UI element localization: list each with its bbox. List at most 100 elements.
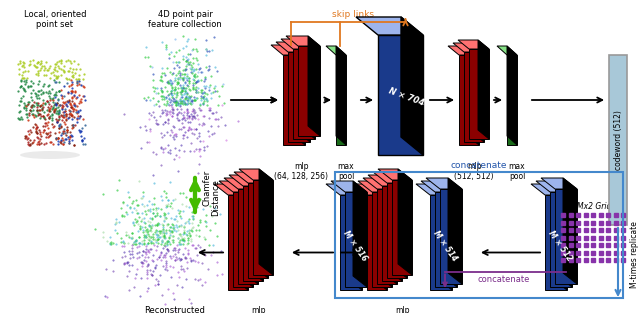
Polygon shape xyxy=(387,183,407,278)
Polygon shape xyxy=(224,178,258,189)
Polygon shape xyxy=(239,181,253,287)
Polygon shape xyxy=(293,45,305,145)
Polygon shape xyxy=(453,43,484,52)
Polygon shape xyxy=(464,52,484,142)
Polygon shape xyxy=(244,178,258,284)
Polygon shape xyxy=(558,181,572,287)
Polygon shape xyxy=(348,184,362,290)
Polygon shape xyxy=(545,195,567,290)
Polygon shape xyxy=(234,172,268,183)
Polygon shape xyxy=(378,35,423,155)
Polygon shape xyxy=(555,189,577,284)
Polygon shape xyxy=(219,181,253,192)
Polygon shape xyxy=(254,172,268,278)
Polygon shape xyxy=(443,181,457,287)
Polygon shape xyxy=(473,43,484,142)
Polygon shape xyxy=(448,178,462,284)
Text: M × 512: M × 512 xyxy=(547,228,574,262)
Polygon shape xyxy=(214,184,248,195)
Polygon shape xyxy=(340,195,362,290)
Text: skip links: skip links xyxy=(332,10,374,19)
Polygon shape xyxy=(448,46,479,55)
Text: M × 514: M × 514 xyxy=(431,228,459,262)
Polygon shape xyxy=(531,184,567,195)
Polygon shape xyxy=(550,192,572,287)
Polygon shape xyxy=(286,36,320,46)
Polygon shape xyxy=(383,178,397,284)
Polygon shape xyxy=(392,180,412,275)
Ellipse shape xyxy=(20,151,80,159)
Text: mlp
(512, 512): mlp (512, 512) xyxy=(454,162,493,182)
Text: Distance: Distance xyxy=(211,179,220,216)
Polygon shape xyxy=(367,195,387,290)
Text: concatenate: concatenate xyxy=(451,161,508,170)
Polygon shape xyxy=(368,175,402,186)
Polygon shape xyxy=(478,40,489,139)
Text: max
pool: max pool xyxy=(509,162,525,182)
Polygon shape xyxy=(440,189,462,284)
Polygon shape xyxy=(233,192,253,287)
Polygon shape xyxy=(234,184,248,290)
Polygon shape xyxy=(358,181,392,192)
Polygon shape xyxy=(372,192,392,287)
Polygon shape xyxy=(228,195,248,290)
Polygon shape xyxy=(303,39,315,139)
Text: max
pool: max pool xyxy=(338,162,355,182)
Polygon shape xyxy=(430,195,452,290)
Polygon shape xyxy=(373,184,387,290)
Polygon shape xyxy=(248,183,268,278)
Polygon shape xyxy=(308,36,320,136)
Polygon shape xyxy=(438,184,452,290)
Polygon shape xyxy=(378,181,392,287)
Polygon shape xyxy=(401,17,423,155)
Polygon shape xyxy=(373,172,407,183)
Polygon shape xyxy=(416,184,452,195)
Polygon shape xyxy=(363,178,397,189)
Text: mlp
(64, 128, 256): mlp (64, 128, 256) xyxy=(275,162,328,182)
Polygon shape xyxy=(388,175,402,281)
Text: M-times replicate: M-times replicate xyxy=(630,222,639,289)
Polygon shape xyxy=(281,39,315,49)
Polygon shape xyxy=(541,178,577,189)
Polygon shape xyxy=(393,172,407,278)
Text: 4D point pair
feature collection: 4D point pair feature collection xyxy=(148,10,222,29)
Text: M × 516: M × 516 xyxy=(342,228,369,262)
Polygon shape xyxy=(326,184,362,195)
Polygon shape xyxy=(336,55,346,145)
Polygon shape xyxy=(293,49,315,139)
Polygon shape xyxy=(382,186,402,281)
Polygon shape xyxy=(249,175,263,281)
Polygon shape xyxy=(497,46,517,55)
Polygon shape xyxy=(426,178,462,189)
Text: Local, oriented
point set: Local, oriented point set xyxy=(24,10,86,29)
Polygon shape xyxy=(345,192,367,287)
FancyBboxPatch shape xyxy=(609,55,627,225)
Polygon shape xyxy=(356,17,423,35)
Polygon shape xyxy=(469,49,489,139)
Polygon shape xyxy=(458,40,489,49)
Text: Mx2 Grid: Mx2 Grid xyxy=(577,202,611,211)
Polygon shape xyxy=(238,189,258,284)
Polygon shape xyxy=(421,181,457,192)
Text: concatenate: concatenate xyxy=(478,275,530,284)
Polygon shape xyxy=(536,181,572,192)
Polygon shape xyxy=(283,55,305,145)
Polygon shape xyxy=(563,178,577,284)
Polygon shape xyxy=(507,46,517,145)
Polygon shape xyxy=(243,186,263,281)
Polygon shape xyxy=(331,181,367,192)
Text: mlp
(256, 128, 64, 32, 4): mlp (256, 128, 64, 32, 4) xyxy=(363,306,441,313)
Polygon shape xyxy=(276,42,310,52)
Polygon shape xyxy=(398,169,412,275)
Polygon shape xyxy=(326,46,346,55)
Polygon shape xyxy=(459,55,479,145)
Polygon shape xyxy=(229,175,263,186)
Text: Chamfer: Chamfer xyxy=(203,169,212,206)
Polygon shape xyxy=(353,184,387,195)
Polygon shape xyxy=(271,45,305,55)
Polygon shape xyxy=(378,169,412,180)
Polygon shape xyxy=(253,180,273,275)
Polygon shape xyxy=(377,189,397,284)
Polygon shape xyxy=(298,42,310,142)
Polygon shape xyxy=(435,192,457,287)
